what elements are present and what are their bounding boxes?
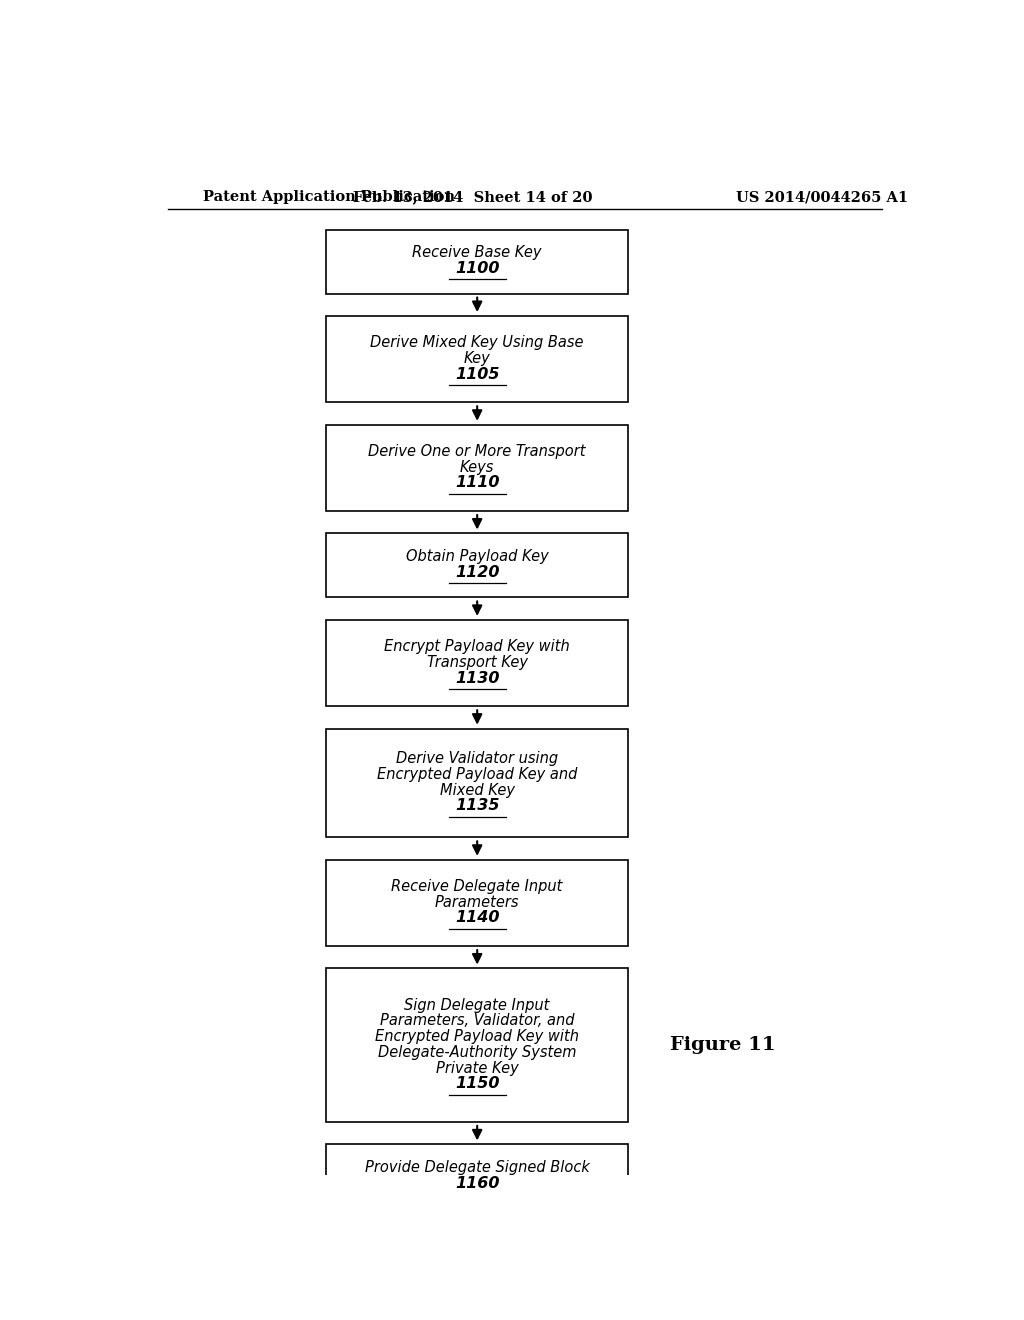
Text: Figure 11: Figure 11 — [671, 1036, 776, 1053]
Text: Keys: Keys — [460, 459, 495, 475]
Text: Derive Validator using: Derive Validator using — [396, 751, 558, 766]
Text: 1100: 1100 — [455, 261, 500, 276]
Text: Private Key: Private Key — [436, 1060, 518, 1076]
Text: Derive One or More Transport: Derive One or More Transport — [369, 444, 586, 459]
Text: 1105: 1105 — [455, 367, 500, 381]
Text: Obtain Payload Key: Obtain Payload Key — [406, 549, 549, 565]
Bar — [327, 315, 628, 403]
Text: Encrypted Payload Key with: Encrypted Payload Key with — [375, 1030, 580, 1044]
Bar — [327, 859, 628, 946]
Text: Feb. 13, 2014  Sheet 14 of 20: Feb. 13, 2014 Sheet 14 of 20 — [353, 190, 593, 205]
Bar — [327, 729, 628, 837]
Text: Encrypt Payload Key with: Encrypt Payload Key with — [384, 639, 570, 653]
Text: 1135: 1135 — [455, 799, 500, 813]
Bar — [327, 533, 628, 598]
Text: Patent Application Publication: Patent Application Publication — [204, 190, 456, 205]
Text: Transport Key: Transport Key — [427, 655, 527, 669]
Bar — [327, 425, 628, 511]
Text: Parameters, Validator, and: Parameters, Validator, and — [380, 1014, 574, 1028]
Text: 1110: 1110 — [455, 475, 500, 491]
Text: Provide Delegate Signed Block: Provide Delegate Signed Block — [365, 1160, 590, 1175]
Bar — [327, 230, 628, 293]
Bar — [327, 1144, 628, 1208]
Text: Derive Mixed Key Using Base: Derive Mixed Key Using Base — [371, 335, 584, 350]
Text: Key: Key — [464, 351, 490, 366]
Text: 1120: 1120 — [455, 565, 500, 579]
Text: Receive Base Key: Receive Base Key — [413, 246, 542, 260]
Text: 1150: 1150 — [455, 1076, 500, 1092]
Text: Receive Delegate Input: Receive Delegate Input — [391, 879, 563, 894]
Text: 1130: 1130 — [455, 671, 500, 685]
Text: 1140: 1140 — [455, 911, 500, 925]
Text: US 2014/0044265 A1: US 2014/0044265 A1 — [736, 190, 908, 205]
Text: Sign Delegate Input: Sign Delegate Input — [404, 998, 550, 1012]
Bar — [327, 969, 628, 1122]
Text: Encrypted Payload Key and: Encrypted Payload Key and — [377, 767, 578, 781]
Text: Parameters: Parameters — [435, 895, 519, 909]
Text: Mixed Key: Mixed Key — [439, 783, 515, 797]
Text: 1160: 1160 — [455, 1176, 500, 1191]
Text: Delegate-Authority System: Delegate-Authority System — [378, 1045, 577, 1060]
Bar — [327, 620, 628, 706]
